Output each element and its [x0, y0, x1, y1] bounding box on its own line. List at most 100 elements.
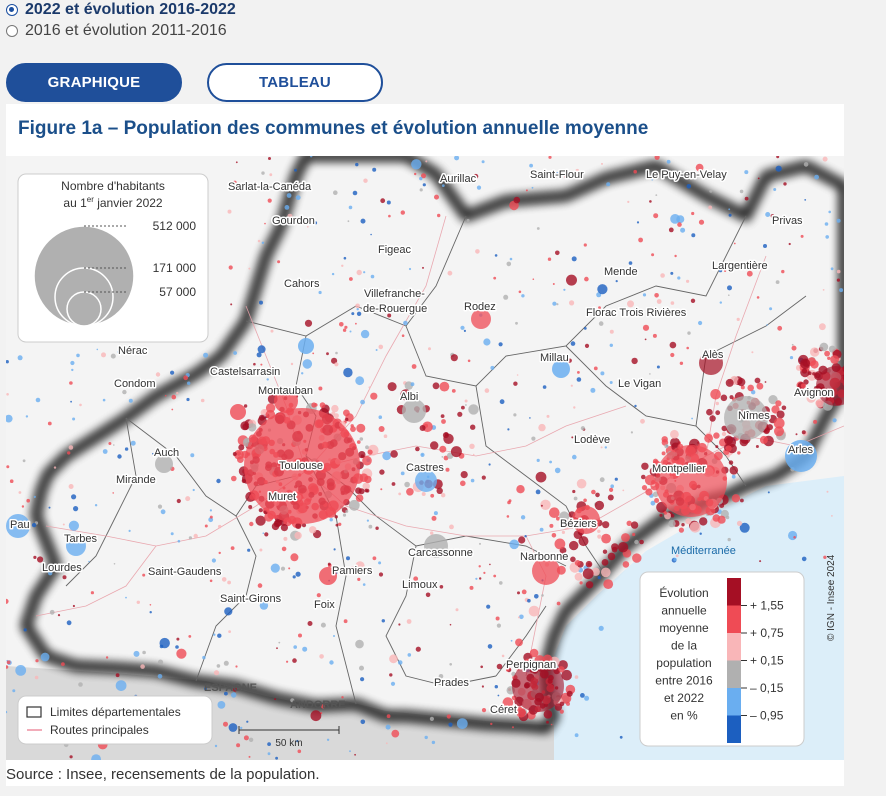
commune-dot [233, 180, 237, 184]
commune-dot [355, 487, 362, 495]
commune-dot [269, 173, 273, 177]
commune-dot [699, 517, 708, 526]
commune-dot [461, 405, 465, 410]
commune-dot [776, 156, 780, 159]
commune-dot [574, 560, 581, 566]
commune-dot [460, 471, 468, 479]
commune-dot [243, 404, 248, 408]
commune-dot [415, 646, 421, 652]
commune-dot [788, 530, 798, 541]
commune-dot [385, 742, 388, 745]
commune-dot [604, 446, 607, 449]
commune-dot [815, 398, 825, 408]
commune-dot [630, 431, 634, 434]
commune-dot [775, 400, 782, 407]
commune-dot [508, 499, 512, 503]
commune-dot [432, 382, 440, 390]
commune-dot [516, 374, 519, 376]
commune-dot [309, 526, 317, 534]
commune-dot [356, 308, 359, 311]
commune-dot [319, 402, 326, 408]
option-2016[interactable]: 2016 et évolution 2011-2016 [6, 22, 227, 40]
commune-dot [476, 185, 482, 190]
commune-dot [659, 513, 663, 517]
commune-dot [356, 423, 366, 433]
commune-dot [436, 487, 443, 494]
city-label: Sarlat-la-Canéda [228, 181, 312, 193]
commune-dot [561, 519, 572, 530]
commune-dot [540, 499, 551, 510]
commune-dot [791, 343, 794, 346]
commune-dot [556, 516, 560, 521]
commune-dot [226, 597, 229, 600]
commune-dot [555, 250, 560, 256]
commune-dot [771, 405, 780, 414]
commune-dot [355, 376, 365, 386]
commune-dot [609, 343, 613, 347]
commune-dot [480, 665, 484, 669]
commune-dot [652, 333, 657, 338]
commune-dot [430, 441, 439, 450]
commune-dot [344, 325, 348, 329]
commune-dot [715, 445, 719, 449]
color-break-label: + 0,75 [750, 626, 784, 640]
commune-dot [258, 508, 263, 513]
commune-dot [759, 560, 762, 563]
commune-dot [801, 368, 808, 374]
commune-dot [261, 171, 265, 175]
commune-dot [380, 198, 386, 204]
commune-dot [338, 522, 342, 526]
radio-selected-icon[interactable] [6, 4, 18, 16]
commune-dot [440, 414, 445, 418]
commune-dot [310, 710, 322, 722]
commune-dot [430, 531, 434, 535]
commune-dot [578, 536, 589, 547]
commune-dot [698, 219, 705, 225]
commune-dot [597, 576, 601, 580]
commune-dot [670, 301, 675, 305]
commune-dot [385, 724, 391, 730]
commune-dot [481, 708, 487, 713]
commune-dot [441, 493, 446, 498]
radio-icon[interactable] [6, 25, 18, 37]
commune-dot [751, 390, 756, 395]
commune-dot [715, 401, 719, 406]
table-tab-button[interactable]: TABLEAU [207, 63, 383, 102]
commune-dot [96, 348, 99, 351]
commune-dot [676, 314, 680, 318]
cahors-marker [298, 338, 314, 354]
commune-dot [475, 577, 478, 580]
option-2022[interactable]: 2022 et évolution 2016-2022 [6, 1, 236, 19]
commune-dot [292, 658, 297, 663]
commune-dot [390, 681, 396, 686]
commune-dot [125, 596, 127, 599]
commune-dot [529, 648, 539, 658]
city-label: Le Vigan [618, 378, 661, 390]
commune-dot [280, 524, 288, 532]
commune-dot [584, 695, 590, 701]
commune-dot [130, 440, 136, 446]
commune-dot [386, 200, 391, 205]
commune-dot [209, 515, 213, 519]
commune-dot [331, 272, 335, 276]
commune-dot [727, 537, 731, 542]
commune-dot [354, 753, 356, 756]
commune-dot [297, 749, 302, 754]
commune-dot [495, 616, 500, 621]
commune-dot [699, 532, 702, 535]
commune-dot [40, 652, 50, 662]
commune-dot [142, 573, 146, 577]
commune-dot [419, 425, 426, 431]
commune-dot [464, 399, 468, 403]
commune-dot [213, 633, 216, 636]
commune-dot [685, 518, 692, 525]
commune-dot [422, 266, 424, 269]
graph-tab-button[interactable]: GRAPHIQUE [6, 63, 182, 102]
commune-dot [677, 276, 681, 280]
commune-dot [310, 156, 313, 158]
commune-dot [830, 355, 839, 364]
commune-dot [721, 431, 727, 437]
commune-dot [831, 515, 833, 517]
color-legend: Évolution annuelle moyenne de la population e… [639, 571, 805, 747]
commune-dot [549, 523, 554, 528]
